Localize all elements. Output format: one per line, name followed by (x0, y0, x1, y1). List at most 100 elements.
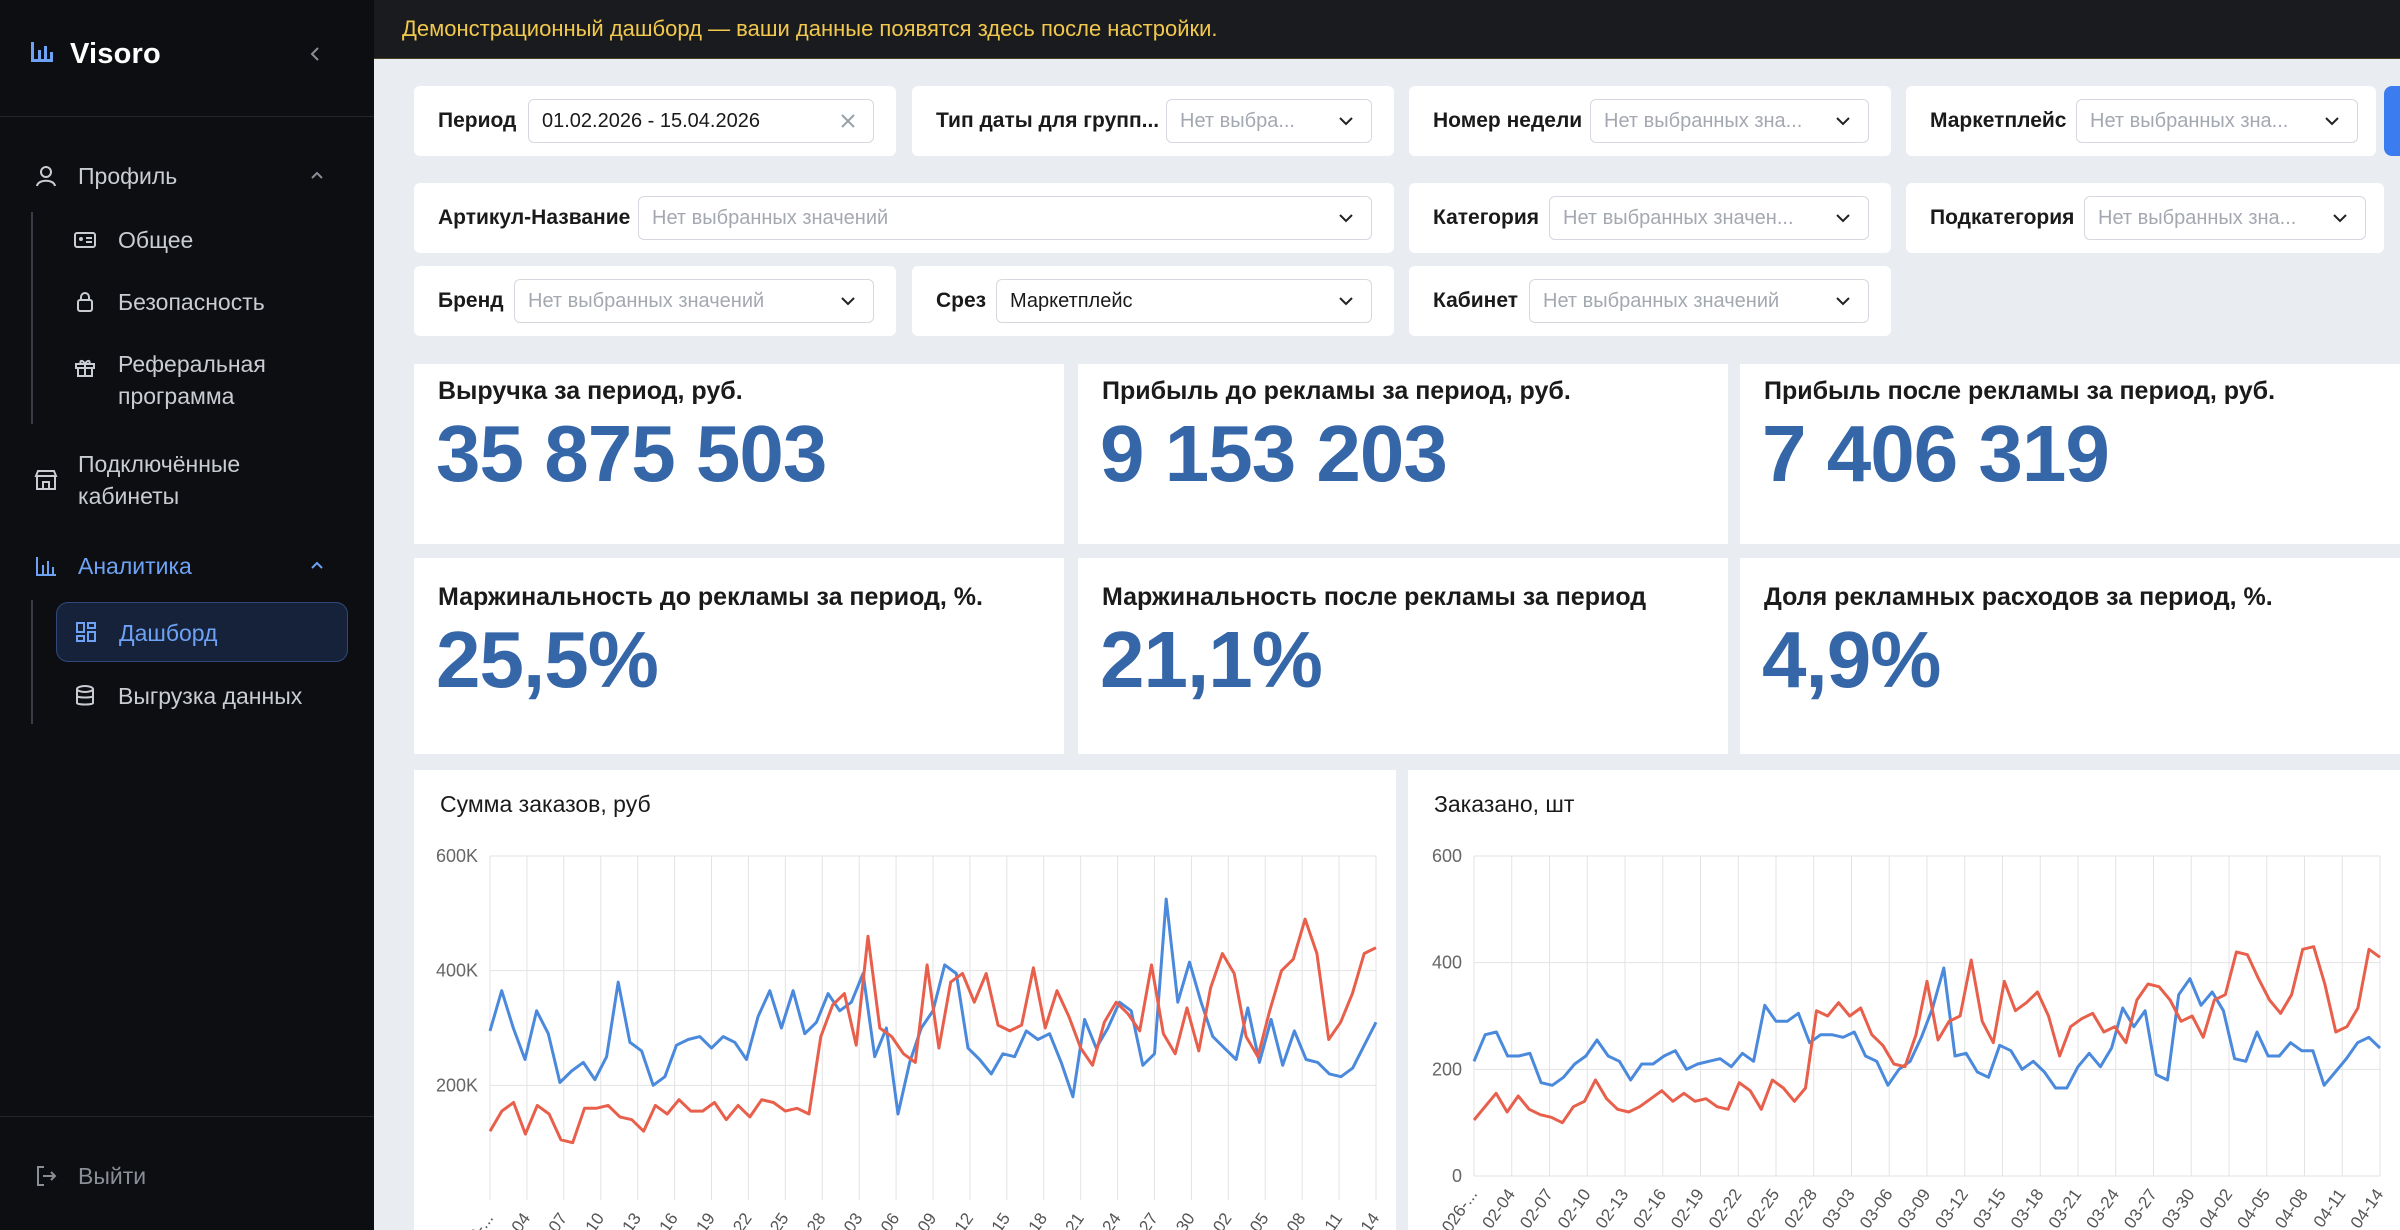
sku-select[interactable]: Нет выбранных значений (638, 196, 1372, 240)
nav-cabinets-label-line1: Подключённые (78, 451, 241, 477)
x-tick-label: 03-12 (1932, 1185, 1973, 1230)
x-tick-label: 02-19 (1667, 1185, 1708, 1230)
x-tick-label: 02-04 (1479, 1185, 1520, 1230)
kpi-profit-before-ads: Прибыль до рекламы за период, руб. 9 153… (1078, 364, 1728, 544)
demo-banner: Демонстрационный дашборд — ваши данные п… (374, 0, 2400, 59)
chevron-down-icon (1832, 110, 1854, 132)
nav-analytics-label: Аналитика (78, 553, 192, 579)
kpi-value: 25,5% (436, 615, 659, 704)
x-tick-label: 03-27 (1121, 1209, 1162, 1230)
y-tick-label: 400K (436, 961, 478, 981)
chevron-up-icon[interactable] (305, 164, 329, 188)
chart-plot: 0200400600026-...02-0402-0702-1002-1302-… (1432, 846, 2387, 1230)
x-tick-label: 02-04 (494, 1209, 535, 1230)
collapse-sidebar-button[interactable] (300, 38, 332, 70)
nav-analytics[interactable]: Аналитика (0, 550, 374, 582)
x-tick-label: 02-13 (1592, 1185, 1633, 1230)
x-tick-label: 04-08 (2271, 1185, 2312, 1230)
nav-item-label: Безопасность (118, 289, 265, 315)
x-tick-label: 03-24 (1084, 1209, 1125, 1230)
brand[interactable]: Visoro (28, 36, 161, 72)
dashboard-icon (73, 619, 99, 645)
x-tick-label: 04-02 (2196, 1185, 2237, 1230)
nav-profile[interactable]: Профиль (0, 160, 374, 192)
filter-label: Бренд (438, 289, 504, 312)
x-tick-label: 02-16 (641, 1209, 682, 1230)
x-tick-label: 03-21 (2045, 1185, 2086, 1230)
sidebar-divider (0, 116, 374, 117)
filter-label: Подкатегория (1930, 206, 2075, 229)
filter-value: Нет выбра... (1180, 110, 1295, 132)
kpi-title: Доля рекламных расходов за период, %. (1764, 583, 2273, 611)
x-tick-label: 04-11 (1307, 1209, 1347, 1230)
filter-cabinet: Кабинет Нет выбранных значений (1409, 266, 1891, 336)
x-tick-label: 03-03 (1818, 1185, 1859, 1230)
series-line-red (1472, 945, 2381, 1125)
x-tick-label: 04-11 (2310, 1185, 2350, 1230)
nav-item-general[interactable]: Общее (56, 222, 348, 258)
x-tick-label: 03-06 (1856, 1185, 1897, 1230)
nav-item-referral[interactable]: Реферальная программа (56, 346, 348, 414)
filter-slice: Срез Маркетплейс (912, 266, 1394, 336)
kpi-revenue: Выручка за период, руб. 35 875 503 (414, 364, 1064, 544)
kpi-title: Маржинальность до рекламы за период, %. (438, 583, 983, 611)
x-tick-label: 02-22 (715, 1209, 756, 1230)
slice-select[interactable]: Маркетплейс (996, 279, 1372, 323)
y-tick-label: 400 (1432, 953, 1462, 973)
period-date-range-input[interactable]: 01.02.2026 - 15.04.2026 (528, 99, 874, 143)
filter-value: Нет выбранных значений (528, 290, 765, 312)
x-tick-label: 03-30 (2158, 1185, 2199, 1230)
x-tick-label: 02-16 (1630, 1185, 1671, 1230)
kpi-profit-after-ads: Прибыль после рекламы за период, руб. 7 … (1740, 364, 2400, 544)
nav-item-dashboard[interactable]: Дашборд (56, 602, 348, 662)
subcategory-select[interactable]: Нет выбранных зна... (2084, 196, 2366, 240)
x-tick-label: 02-10 (1554, 1185, 1595, 1230)
filter-category: Категория Нет выбранных значен... (1409, 183, 1891, 253)
nav-item-label-line1: Реферальная (118, 351, 266, 377)
bar-chart-icon (28, 38, 56, 71)
logout-button[interactable]: Выйти (0, 1160, 374, 1192)
category-select[interactable]: Нет выбранных значен... (1549, 196, 1869, 240)
filter-label: Маркетплейс (1930, 109, 2067, 132)
x-tick-label: 02-07 (531, 1209, 572, 1230)
nav-tree-line (31, 212, 33, 424)
lock-icon (72, 289, 98, 315)
sidebar-divider (0, 1116, 374, 1117)
nav-item-export[interactable]: Выгрузка данных (56, 678, 348, 714)
filter-label: Кабинет (1433, 289, 1519, 312)
chevron-up-icon[interactable] (305, 554, 329, 578)
kpi-value: 7 406 319 (1762, 409, 2110, 498)
close-icon[interactable] (837, 110, 859, 132)
brand-select[interactable]: Нет выбранных значений (514, 279, 874, 323)
x-tick-label: 04-08 (1269, 1209, 1310, 1230)
filter-value: Маркетплейс (1010, 290, 1133, 312)
kpi-value: 9 153 203 (1100, 409, 1448, 498)
x-tick-label: 03-18 (1011, 1209, 1052, 1230)
x-tick-label: 26-02-... (445, 1209, 497, 1230)
kpi-title: Выручка за период, руб. (438, 377, 743, 405)
x-tick-label: 02-10 (568, 1209, 609, 1230)
id-card-icon (72, 227, 98, 253)
week-select[interactable]: Нет выбранных зна... (1590, 99, 1869, 143)
date-type-select[interactable]: Нет выбра... (1166, 99, 1372, 143)
y-tick-label: 200 (1432, 1059, 1462, 1079)
x-tick-label: 03-09 (900, 1209, 941, 1230)
x-tick-label: 03-24 (2083, 1185, 2124, 1230)
x-tick-label: 03-18 (2007, 1185, 2048, 1230)
x-tick-label: 02-28 (789, 1209, 830, 1230)
x-tick-label: 02-25 (752, 1209, 793, 1230)
nav-profile-label: Профиль (78, 163, 178, 189)
y-tick-label: 0 (1452, 1166, 1462, 1186)
nav-cabinets[interactable]: Подключённые кабинеты (0, 446, 374, 514)
nav-item-security[interactable]: Безопасность (56, 284, 348, 320)
marketplace-select[interactable]: Нет выбранных зна... (2076, 99, 2358, 143)
x-tick-label: 03-03 (826, 1209, 867, 1230)
series-line-blue (1472, 966, 2382, 1090)
filter-value: Нет выбранных значен... (1563, 207, 1794, 229)
chevron-down-icon (1335, 207, 1357, 229)
filter-period: Период 01.02.2026 - 15.04.2026 (414, 86, 896, 156)
x-tick-label: 02-07 (1516, 1185, 1557, 1230)
apply-button[interactable] (2384, 86, 2400, 156)
cabinet-select[interactable]: Нет выбранных значений (1529, 279, 1869, 323)
nav-item-label: Общее (118, 227, 194, 253)
